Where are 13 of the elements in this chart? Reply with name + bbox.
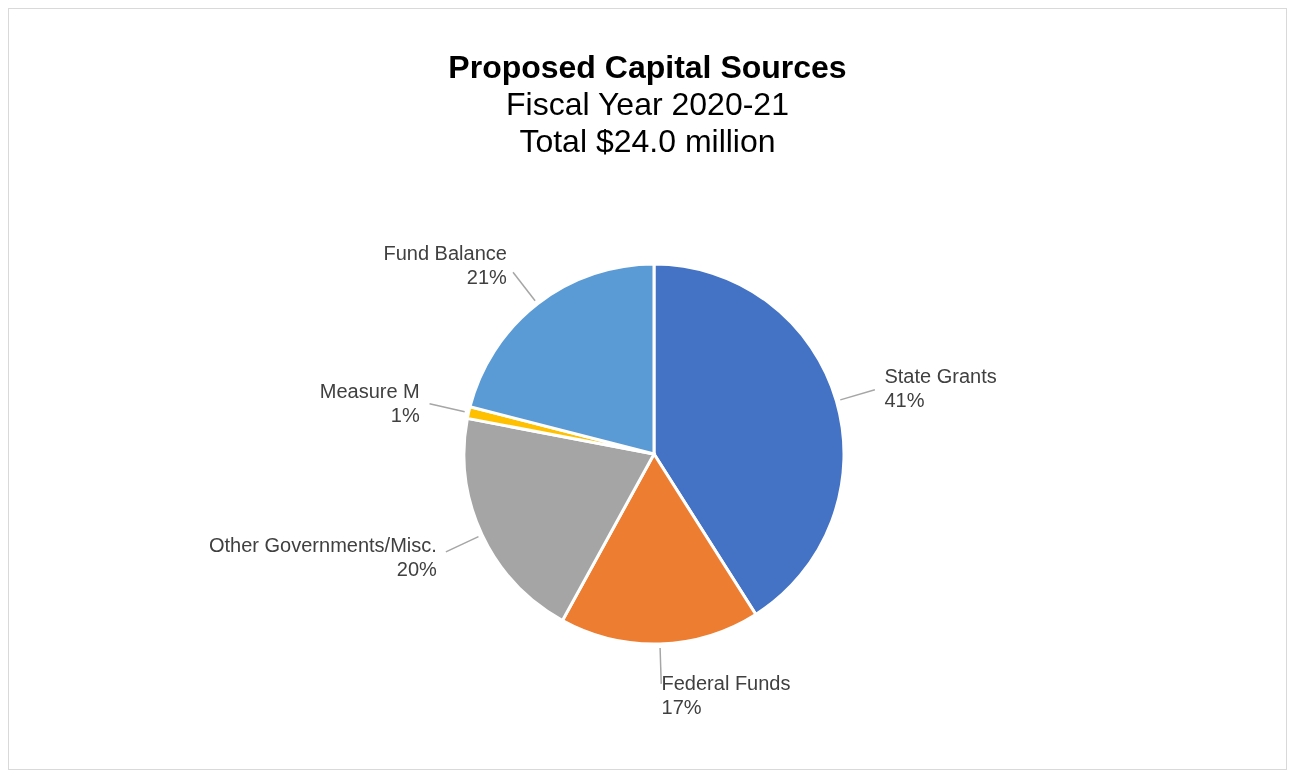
slice-label: Measure M [319,379,420,402]
chart-title: Proposed Capital Sources [447,49,848,86]
data-label: 21% [466,266,508,289]
data-label: 20% [396,558,438,581]
data-label: 1% [390,403,420,426]
slice-label: Fund Balance [383,242,507,265]
chart-subtitle: Fiscal Year 2020-21 [505,86,790,123]
slice-label: Other Governments/Misc. [209,534,437,557]
slice-label: State Grants [884,365,997,388]
data-label: 41% [884,389,925,412]
text: Total $24.0 million [518,123,777,160]
data-label: 17% [661,695,702,718]
slice-label: Federal Funds [661,671,791,694]
